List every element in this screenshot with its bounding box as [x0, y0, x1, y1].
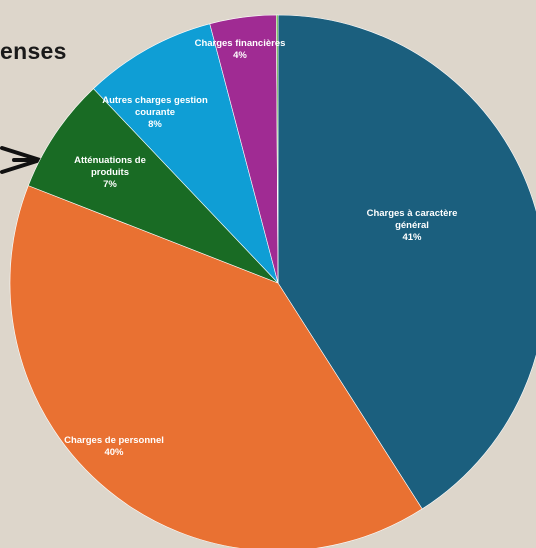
chart-heading-fragment: enses	[0, 38, 67, 64]
slice-label-4: Charges financières 4%	[195, 38, 286, 61]
slice-label-0: Charges à caractère général 41%	[367, 208, 458, 243]
pie-slice-2	[27, 88, 279, 284]
slice-label-2: Atténuations de produits 7%	[74, 155, 146, 190]
pie-slice-3	[93, 23, 279, 284]
slice-label-3: Autres charges gestion courante 8%	[102, 95, 208, 130]
pie-slice-5	[276, 14, 279, 284]
slice-label-1: Charges de personnel 40%	[64, 435, 164, 458]
pie-slice-1	[9, 185, 423, 548]
pie-slice-0	[277, 14, 536, 510]
